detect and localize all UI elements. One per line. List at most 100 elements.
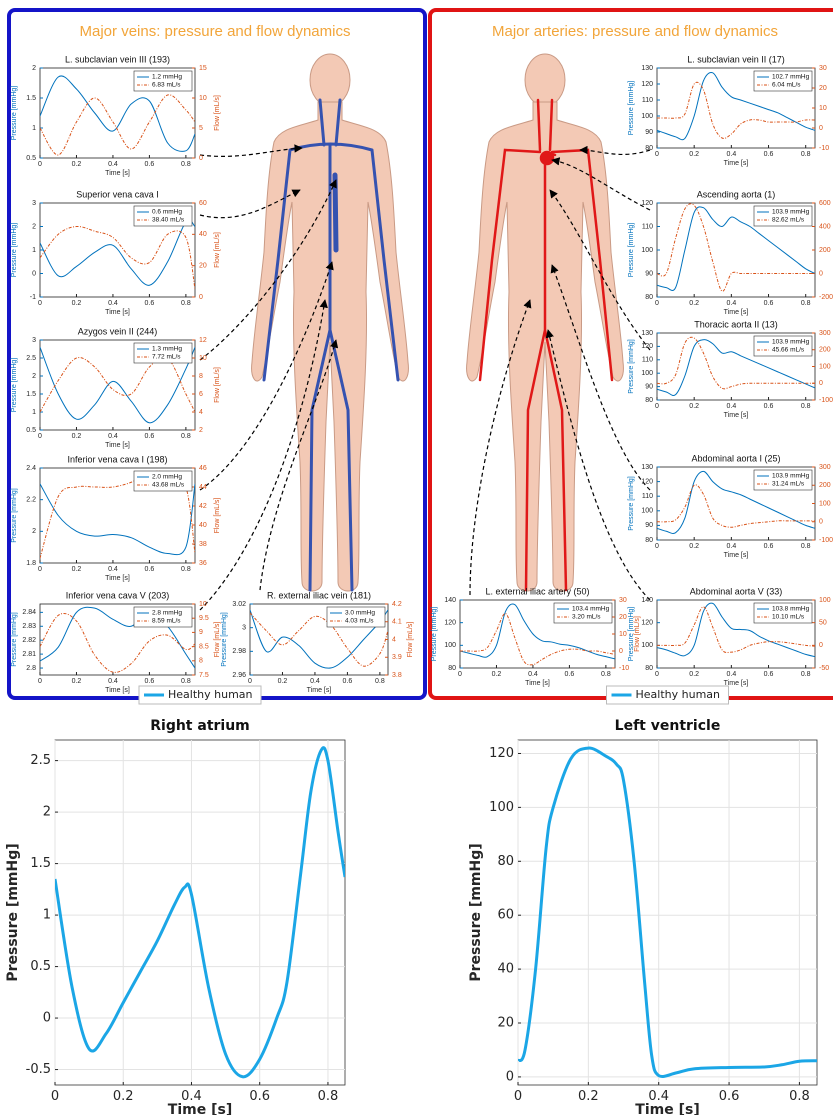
x-tick-label: 0.4 [108, 161, 118, 168]
x-tick-label: 0 [248, 678, 252, 685]
legend-label: 82.62 mL/s [772, 217, 805, 224]
y-tick-label: 80 [448, 665, 456, 672]
legend-box [753, 335, 813, 357]
y2-tick-label: 40 [199, 231, 207, 238]
legend-label: 1.3 mmHg [152, 346, 182, 353]
chart: 0 0.2 0.4 0.6 0.8 0 20 40 60 80 100 120 Left ventric… [468, 685, 818, 1115]
y2-tick-label: 9 [199, 629, 203, 636]
y2-tick-label: 44 [199, 484, 207, 491]
y-tick-label: 1 [43, 908, 51, 923]
x-tick-label: 0.2 [72, 678, 82, 685]
x-tick-label: 0.6 [145, 161, 155, 168]
legend-label: 4.03 mL/s [345, 618, 374, 625]
y2-tick-label: 8.5 [199, 643, 209, 650]
y-tick-label: 40 [497, 962, 514, 977]
y2-axis-label: Flow [mL/s] [214, 232, 221, 268]
chart-title: Thoracic aorta II (13) [694, 319, 778, 329]
y2-tick-label: 100 [819, 500, 831, 507]
x-tick-label: 0.6 [145, 566, 155, 573]
x-axis-label: Time [s] [724, 160, 749, 167]
y-tick-label: 100 [641, 247, 653, 254]
y-tick-label: 110 [642, 223, 653, 230]
y2-axis-label: Flow [mL/s] [214, 367, 221, 403]
x-axis-label: Time [s] [724, 309, 749, 316]
y2-axis-label: Flow [mL/s] [214, 622, 221, 658]
x-tick-label: 0.2 [72, 433, 82, 440]
legend-box [753, 70, 813, 92]
y-tick-label: 80 [645, 665, 653, 672]
y-tick-label: 90 [645, 129, 653, 136]
x-tick-label: 0.8 [181, 678, 191, 685]
x-tick-label: 0.6 [145, 300, 155, 307]
y2-tick-label: 0 [819, 270, 823, 277]
series-line [40, 606, 195, 669]
chart: 0 0.2 0.4 0.6 0.8 80 90 100 110 120 -200 0 200 400 600… [628, 189, 833, 315]
x-tick-label: 0.6 [343, 678, 353, 685]
y2-tick-label: 10 [199, 601, 207, 608]
y-tick-label: 120 [641, 200, 653, 207]
y2-axis-label: Flow [mL/s] [407, 622, 414, 658]
y-tick-label: 130 [641, 464, 653, 471]
chart: 0 0.2 0.4 0.6 0.8 2.96 2.98 3 3.02 3.8 3.9 4 4.1 4.2 R… [221, 590, 414, 693]
series-line [518, 746, 817, 1079]
y2-tick-label: 8 [199, 373, 203, 380]
x-tick-label: 0.2 [492, 671, 502, 678]
x-tick-label: 0.2 [689, 151, 699, 158]
arteries [478, 98, 614, 592]
legend-label: 6.04 mL/s [772, 82, 801, 89]
y-axis-label: Pressure [mmHg] [11, 358, 18, 413]
legend-box [753, 205, 813, 227]
x-tick-label: 0.2 [689, 543, 699, 550]
y2-tick-label: 200 [819, 482, 831, 489]
x-tick-label: 0 [38, 566, 42, 573]
y-axis-label: Pressure [mmHg] [628, 223, 635, 278]
y2-tick-label: 10 [199, 95, 207, 102]
legend-label: 0.6 mmHg [152, 209, 182, 216]
y-tick-label: 0 [506, 1069, 514, 1084]
y2-axis-label: Flow [mL/s] [214, 95, 221, 131]
chart-title: Inferior vena cava V (203) [66, 590, 170, 600]
y-tick-label: 2.5 [30, 753, 51, 768]
y-tick-label: 60 [497, 908, 514, 923]
x-tick-label: 0 [655, 671, 659, 678]
chart-title: Ascending aorta (1) [697, 189, 776, 199]
y-tick-label: 2.98 [232, 648, 246, 655]
y2-tick-label: 300 [819, 330, 831, 337]
series-line [40, 225, 195, 290]
y-tick-label: 3 [32, 200, 36, 207]
plot-area [54, 739, 346, 1086]
chart-title: Abdominal aorta I (25) [691, 453, 780, 463]
y-tick-label: 2.8 [26, 665, 36, 672]
legend-label: 103.9 mmHg [772, 209, 810, 216]
x-tick-label: 0.4 [108, 433, 118, 440]
series-line [40, 219, 195, 286]
x-tick-label: 0.2 [689, 671, 699, 678]
legend-box [753, 602, 813, 624]
x-tick-label: 0.8 [801, 151, 811, 158]
x-tick-label: 0 [655, 151, 659, 158]
x-axis-label: Time [s] [105, 575, 130, 582]
x-tick-label: 0.2 [72, 566, 82, 573]
x-tick-label: 0.6 [249, 1089, 270, 1104]
x-tick-label: 0.2 [72, 161, 82, 168]
x-tick-label: 0.8 [375, 678, 385, 685]
y2-tick-label: 50 [819, 620, 827, 627]
chart-title: L. subclavian vein III (193) [65, 54, 170, 64]
y-tick-label: -1 [30, 294, 36, 301]
series-line [40, 613, 195, 673]
x-tick-label: 0.8 [181, 566, 191, 573]
x-tick-label: 0.8 [181, 300, 191, 307]
x-tick-label: 0.4 [108, 566, 118, 573]
series-group [40, 347, 195, 424]
y2-tick-label: 6 [199, 391, 203, 398]
y-tick-label: 2 [32, 65, 36, 72]
chart-title: Azygos vein II (244) [78, 326, 158, 336]
legend-label: 1.2 mmHg [152, 74, 182, 81]
y-tick-label: 90 [645, 522, 653, 529]
x-tick-label: 0 [655, 300, 659, 307]
y-tick-label: 130 [641, 65, 653, 72]
y-tick-label: 80 [645, 397, 653, 404]
legend-label: 10.10 mL/s [772, 614, 805, 621]
